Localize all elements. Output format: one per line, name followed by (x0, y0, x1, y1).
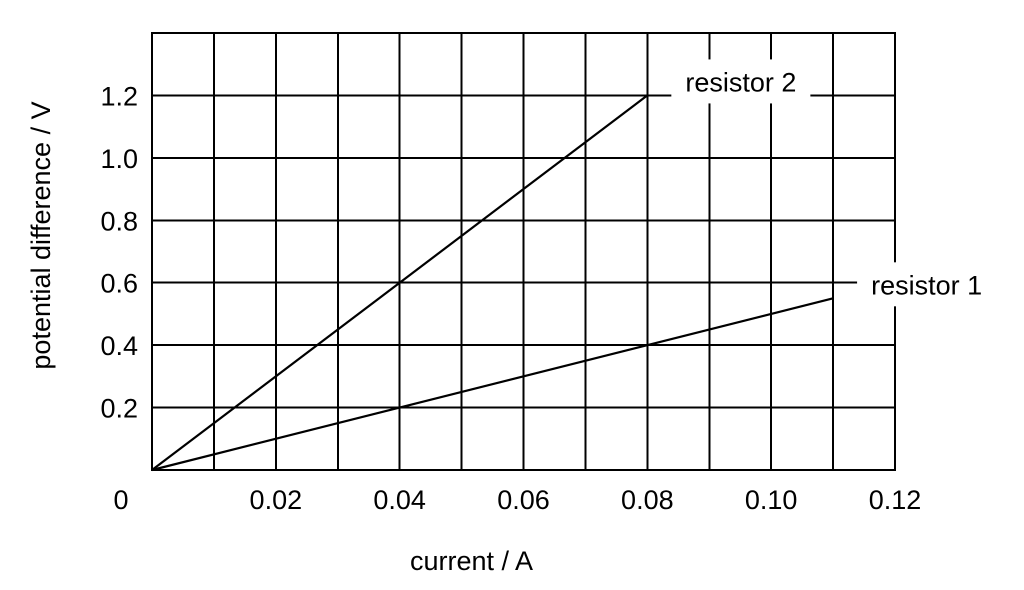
series-label-resistor-1: resistor 1 (871, 270, 982, 300)
series-line-resistor-2 (151, 94, 648, 471)
grid (152, 33, 895, 470)
y-tick-label: 1.2 (100, 81, 138, 111)
y-tick-label: 0.8 (100, 206, 138, 236)
x-tick-label: 0.06 (497, 485, 550, 515)
origin-tick-label: 0 (113, 485, 128, 515)
y-tick-label: 0.4 (100, 331, 138, 361)
series-label-background (857, 262, 997, 307)
y-tick-labels: 0.2 0.4 0.6 0.8 1.0 1.2 (100, 81, 138, 423)
x-tick-label: 0.04 (373, 485, 426, 515)
y-tick-label: 1.0 (100, 144, 138, 174)
series-label-resistor-2: resistor 2 (685, 67, 796, 97)
series-line-resistor-1 (151, 297, 834, 472)
series-labels: resistor 1 resistor 2 (671, 59, 997, 307)
series-lines (151, 94, 834, 472)
x-tick-label: 0.10 (745, 485, 798, 515)
y-tick-label: 0.2 (100, 394, 138, 424)
series-label-background (671, 59, 811, 104)
y-tick-label: 0.6 (100, 269, 138, 299)
x-tick-label: 0.02 (250, 485, 303, 515)
plot-frame (151, 32, 896, 471)
x-tick-labels: 0.02 0.04 0.06 0.08 0.10 0.12 (250, 485, 922, 515)
x-tick-label: 0.08 (621, 485, 674, 515)
y-axis-title: potential difference / V (26, 101, 56, 369)
x-axis-title: current / A (410, 546, 533, 576)
x-tick-label: 0.12 (869, 485, 922, 515)
